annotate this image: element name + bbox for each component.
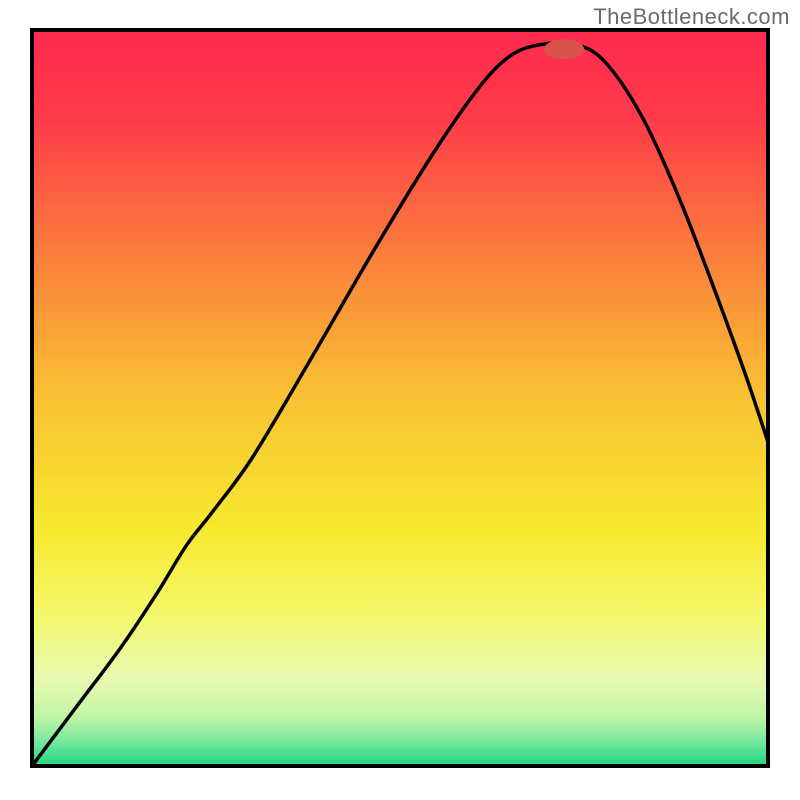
bottleneck-chart (0, 0, 800, 800)
plot-background (32, 30, 768, 766)
watermark-text: TheBottleneck.com (593, 4, 790, 30)
chart-svg (0, 0, 800, 800)
optimal-marker (544, 39, 584, 59)
